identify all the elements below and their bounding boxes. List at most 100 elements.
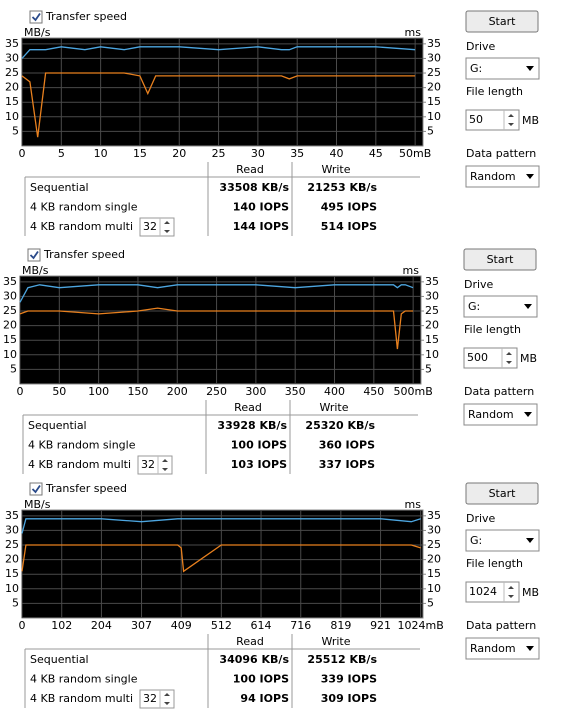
y-tick-label: 15 bbox=[5, 567, 19, 580]
row-label: Sequential bbox=[28, 419, 87, 432]
series-line bbox=[19, 307, 414, 350]
series-line bbox=[19, 284, 414, 303]
y-tick-label: 10 bbox=[5, 582, 19, 595]
x-tick-label: 0 bbox=[17, 385, 24, 398]
dropdown-arrow bbox=[526, 646, 534, 651]
checkmark bbox=[29, 250, 39, 260]
queue-value: 32 bbox=[143, 692, 157, 705]
x-tick-label: 300 bbox=[245, 385, 266, 398]
benchmark-panel: Transfer speed51015202530355101520253035… bbox=[5, 10, 540, 237]
write-value: 339 IOPS bbox=[321, 673, 377, 686]
y2-tick-label: 35 bbox=[427, 509, 441, 522]
y-tick-label: 15 bbox=[5, 95, 19, 108]
x-tick-label: 150 bbox=[127, 385, 148, 398]
x-tick-label: 400 bbox=[324, 385, 345, 398]
x-tick-label: 200 bbox=[167, 385, 188, 398]
row-label: 4 KB random multi bbox=[30, 220, 133, 233]
checkbox-label: Transfer speed bbox=[45, 10, 127, 23]
file-length-label: File length bbox=[466, 557, 523, 570]
y2-tick-label: 35 bbox=[425, 275, 439, 288]
read-value: 144 IOPS bbox=[233, 220, 289, 233]
column-header: Write bbox=[321, 163, 350, 176]
y2-tick-label: 15 bbox=[425, 333, 439, 346]
y2-tick-label: 15 bbox=[427, 95, 441, 108]
file-length-input[interactable] bbox=[465, 109, 520, 131]
y2-tick-label: 20 bbox=[427, 81, 441, 94]
y-tick-label: 20 bbox=[3, 319, 17, 332]
write-value: 360 IOPS bbox=[319, 439, 375, 452]
queue-value: 32 bbox=[143, 220, 157, 233]
row-label: Sequential bbox=[30, 653, 89, 666]
series-line bbox=[21, 544, 421, 573]
pattern-select[interactable] bbox=[463, 403, 538, 426]
x-tick-label: 0 bbox=[19, 619, 26, 632]
dropdown-arrow bbox=[524, 304, 532, 309]
x-tick-label: 614 bbox=[251, 619, 272, 632]
y-tick-label: 5 bbox=[12, 596, 19, 609]
drive-select[interactable] bbox=[465, 529, 540, 552]
checkbox[interactable] bbox=[27, 248, 41, 262]
read-value: 103 IOPS bbox=[231, 458, 287, 471]
plot-area bbox=[19, 275, 422, 385]
file-length-value: 500 bbox=[467, 351, 488, 364]
column-header: Write bbox=[319, 401, 348, 414]
x-tick-label: 35 bbox=[290, 147, 304, 160]
y-tick-label: 35 bbox=[5, 509, 19, 522]
x-tick-label: 250 bbox=[206, 385, 227, 398]
series-line bbox=[21, 72, 416, 138]
y-tick-label: 35 bbox=[5, 37, 19, 50]
read-value: 100 IOPS bbox=[231, 439, 287, 452]
y-tick-label: 30 bbox=[5, 51, 19, 64]
queue-value: 32 bbox=[141, 458, 155, 471]
checkmark bbox=[31, 12, 41, 22]
start-button-label: Start bbox=[487, 253, 515, 266]
file-length-input[interactable] bbox=[463, 347, 518, 369]
pattern-select[interactable] bbox=[465, 165, 540, 188]
write-value: 21253 KB/s bbox=[307, 181, 377, 194]
pattern-select[interactable] bbox=[465, 637, 540, 660]
pattern-label: Data pattern bbox=[466, 619, 536, 632]
x-tick-label: 716 bbox=[290, 619, 311, 632]
plot-area bbox=[21, 509, 424, 619]
y-axis-label: MB/s bbox=[24, 498, 51, 511]
file-length-label: File length bbox=[464, 323, 521, 336]
y-axis-label: MB/s bbox=[22, 264, 49, 277]
drive-value: G: bbox=[468, 300, 480, 313]
x-tick-label: 450 bbox=[363, 385, 384, 398]
file-length-value: 1024 bbox=[469, 585, 497, 598]
checkbox[interactable] bbox=[29, 10, 43, 24]
spinner-arrows bbox=[508, 586, 514, 598]
x-tick-label: 50mB bbox=[399, 147, 431, 160]
plot-area bbox=[21, 37, 424, 147]
file-length-input[interactable] bbox=[465, 581, 520, 603]
x-tick-label: 5 bbox=[58, 147, 65, 160]
checkbox[interactable] bbox=[29, 482, 43, 496]
drive-value: G: bbox=[470, 534, 482, 547]
x-tick-label: 921 bbox=[370, 619, 391, 632]
y-tick-label: 5 bbox=[10, 362, 17, 375]
x-tick-label: 100 bbox=[88, 385, 109, 398]
start-button[interactable] bbox=[465, 10, 539, 33]
spinner-arrows bbox=[508, 114, 514, 126]
row-label: Sequential bbox=[30, 181, 89, 194]
x-tick-label: 819 bbox=[330, 619, 351, 632]
column-header: Read bbox=[236, 635, 264, 648]
row-label: 4 KB random multi bbox=[30, 692, 133, 705]
dropdown-arrow bbox=[524, 412, 532, 417]
y-tick-label: 20 bbox=[5, 81, 19, 94]
x-tick-label: 102 bbox=[51, 619, 72, 632]
y-tick-label: 25 bbox=[3, 304, 17, 317]
y2-tick-label: 25 bbox=[425, 304, 439, 317]
x-tick-label: 0 bbox=[19, 147, 26, 160]
start-button[interactable] bbox=[463, 248, 537, 271]
y2-tick-label: 10 bbox=[427, 110, 441, 123]
y-tick-label: 35 bbox=[3, 275, 17, 288]
y-tick-label: 20 bbox=[5, 553, 19, 566]
start-button[interactable] bbox=[465, 482, 539, 505]
spinner-arrows bbox=[164, 693, 170, 705]
y-tick-label: 25 bbox=[5, 538, 19, 551]
drive-select[interactable] bbox=[463, 295, 538, 318]
drive-select[interactable] bbox=[465, 57, 540, 80]
x-tick-label: 500mB bbox=[394, 385, 433, 398]
